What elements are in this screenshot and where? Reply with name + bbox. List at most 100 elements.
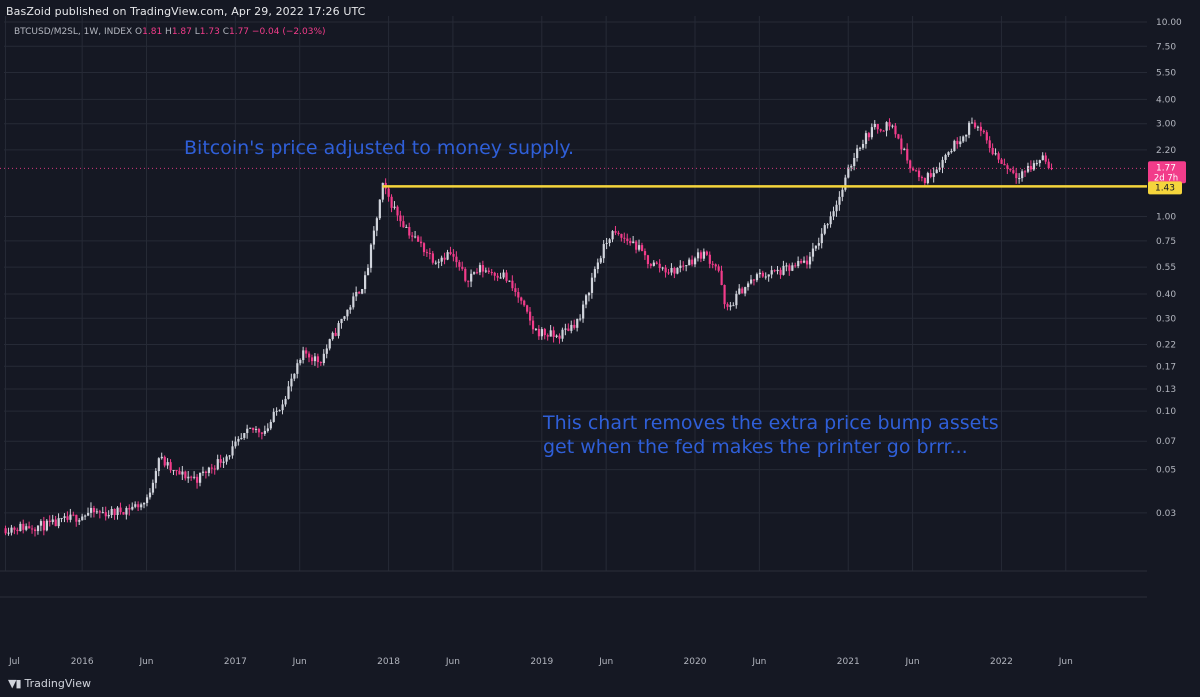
high-value: 1.87 bbox=[171, 27, 192, 37]
candle-body-254 bbox=[752, 279, 756, 281]
candle-body-141 bbox=[419, 241, 423, 244]
annotation-title: Bitcoin's price adjusted to money supply… bbox=[184, 137, 574, 159]
candle-body-197 bbox=[584, 295, 588, 305]
candle-body-6 bbox=[22, 523, 25, 530]
time-axis[interactable]: Jul 2016 Jun 2017 Jun 2018 Jun 2019 Jun 2020 Jun 20… bbox=[8, 657, 1073, 667]
high-label: H bbox=[165, 27, 172, 37]
candle-body-140 bbox=[417, 236, 420, 242]
candle-body-296 bbox=[876, 123, 879, 130]
candle-body-53 bbox=[160, 456, 163, 459]
candle-body-47 bbox=[143, 502, 146, 505]
tradingview-brand-label: TradingView bbox=[24, 677, 91, 690]
candle-body-111 bbox=[331, 332, 334, 340]
candle-body-269 bbox=[797, 261, 800, 267]
candle-body-57 bbox=[172, 470, 175, 472]
x-tick-label: 2022 bbox=[990, 657, 1013, 667]
candle-body-232 bbox=[688, 259, 691, 266]
candle-body-236 bbox=[699, 252, 703, 259]
candle-body-34 bbox=[104, 512, 107, 517]
y-tick-label: 10.00 bbox=[1156, 18, 1182, 28]
candle-body-153 bbox=[455, 256, 458, 263]
candle-body-305 bbox=[903, 148, 906, 150]
open-value: 1.81 bbox=[142, 27, 163, 37]
candle-body-203 bbox=[602, 244, 605, 259]
candle-body-277 bbox=[820, 233, 823, 244]
candle-body-92 bbox=[275, 410, 278, 412]
candle-body-271 bbox=[803, 260, 806, 263]
symbol-name[interactable]: BTCUSD/M2SL, 1W, INDEX bbox=[14, 27, 133, 37]
candle-body-152 bbox=[452, 253, 455, 257]
candle-body-84 bbox=[252, 427, 255, 430]
candle-body-171 bbox=[508, 280, 511, 282]
candle-body-35 bbox=[107, 514, 110, 517]
candle-body-242 bbox=[717, 266, 720, 271]
candle-body-252 bbox=[747, 283, 750, 288]
candle-body-352 bbox=[1041, 155, 1044, 161]
candle-body-30 bbox=[92, 507, 96, 513]
candle-body-353 bbox=[1044, 155, 1047, 162]
candle-body-110 bbox=[328, 339, 331, 349]
candle-body-21 bbox=[66, 516, 69, 520]
candle-body-69 bbox=[207, 467, 211, 473]
x-tick-label: Jun bbox=[138, 657, 153, 667]
candle-body-81 bbox=[243, 433, 246, 438]
candle-body-240 bbox=[711, 263, 714, 265]
price-axis[interactable]: 10.00 7.50 5.50 4.00 3.00 2.20 1.00 0.75 0.55 0.4… bbox=[1147, 16, 1200, 656]
candle-body-338 bbox=[1000, 159, 1003, 164]
published-by-line: BasZoid published on TradingView.com, Ap… bbox=[6, 5, 366, 18]
candle-body-169 bbox=[502, 272, 505, 278]
candle-body-321 bbox=[950, 150, 953, 153]
candle-body-268 bbox=[794, 265, 797, 267]
candle-body-62 bbox=[187, 476, 190, 479]
candle-body-162 bbox=[481, 265, 485, 272]
candle-body-347 bbox=[1026, 166, 1030, 172]
candle-body-189 bbox=[561, 329, 564, 339]
candle-body-283 bbox=[838, 196, 841, 205]
last-price-badge: 1.77 2d 7h bbox=[1148, 161, 1186, 184]
candle-body-185 bbox=[549, 330, 552, 337]
candle-body-191 bbox=[567, 328, 570, 331]
candle-body-37 bbox=[113, 508, 116, 516]
candle-body-166 bbox=[493, 272, 496, 276]
candle-body-354 bbox=[1047, 161, 1050, 169]
candle-body-295 bbox=[873, 123, 876, 128]
candle-body-59 bbox=[178, 470, 181, 475]
candle-body-56 bbox=[169, 462, 172, 471]
x-tick-label: 2019 bbox=[530, 657, 553, 667]
low-value: 1.73 bbox=[199, 27, 220, 37]
candle-body-165 bbox=[490, 272, 493, 274]
candle-body-230 bbox=[682, 265, 685, 267]
candle-body-10 bbox=[33, 529, 37, 532]
candle-body-326 bbox=[965, 134, 968, 137]
x-tick-label: Jun bbox=[445, 657, 460, 667]
candle-body-303 bbox=[897, 134, 900, 139]
candle-body-288 bbox=[853, 158, 856, 167]
candle-body-235 bbox=[696, 252, 700, 259]
candle-body-148 bbox=[440, 257, 443, 262]
tradingview-brand[interactable]: ▼▮ TradingView bbox=[8, 677, 91, 690]
candle-body-170 bbox=[505, 272, 508, 281]
resistance-badge: 1.43 bbox=[1148, 181, 1182, 195]
candle-body-329 bbox=[973, 122, 977, 128]
candlestick-series bbox=[4, 117, 1053, 537]
candle-body-198 bbox=[587, 292, 591, 296]
candle-body-181 bbox=[537, 328, 541, 337]
candle-body-94 bbox=[281, 404, 284, 411]
candle-body-196 bbox=[582, 304, 585, 319]
candle-body-182 bbox=[540, 329, 543, 337]
candle-body-90 bbox=[269, 421, 272, 429]
candle-body-308 bbox=[912, 168, 915, 171]
candle-body-261 bbox=[773, 270, 776, 272]
candle-body-12 bbox=[39, 521, 43, 526]
symbol-legend: BTCUSD/M2SL, 1W, INDEX O1.81 H1.87 L1.73… bbox=[14, 27, 326, 37]
candle-body-27 bbox=[84, 515, 87, 517]
candle-body-327 bbox=[968, 122, 971, 135]
x-tick-label: Jun bbox=[598, 657, 613, 667]
candle-body-123 bbox=[366, 267, 370, 276]
candle-body-226 bbox=[670, 268, 673, 273]
candle-body-102 bbox=[305, 350, 308, 354]
candle-body-222 bbox=[658, 263, 661, 269]
candle-body-55 bbox=[166, 462, 169, 466]
candle-body-117 bbox=[349, 307, 352, 310]
